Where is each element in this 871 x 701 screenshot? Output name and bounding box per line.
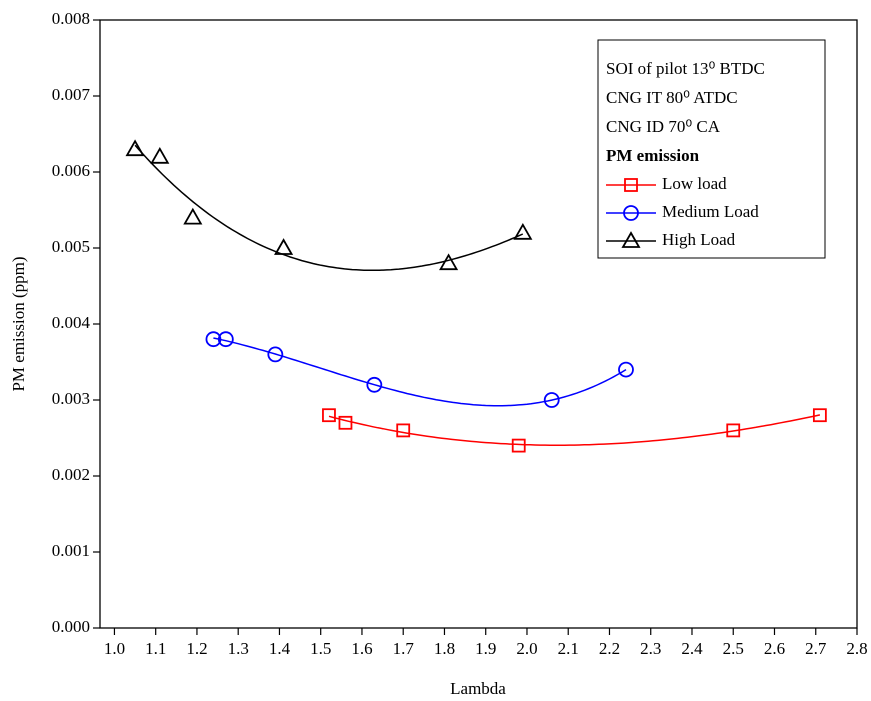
x-tick-label: 1.0 <box>104 639 125 658</box>
x-tick-label: 1.1 <box>145 639 166 658</box>
marker <box>618 361 634 378</box>
x-tick-label: 1.2 <box>186 639 207 658</box>
marker <box>205 331 222 348</box>
annotation: SOI of pilot 13⁰ BTDC <box>606 59 765 78</box>
marker <box>366 376 383 393</box>
x-tick-label: 2.8 <box>846 639 867 658</box>
x-tick-label: 1.7 <box>393 639 415 658</box>
y-tick-label: 0.006 <box>52 161 90 180</box>
legend-label: Low load <box>662 174 727 193</box>
y-tick-label: 0.001 <box>52 541 90 560</box>
x-tick-label: 1.4 <box>269 639 291 658</box>
x-tick-label: 2.7 <box>805 639 827 658</box>
marker <box>267 346 284 363</box>
legend-box <box>597 39 826 259</box>
marker <box>439 253 459 271</box>
fit-curve <box>134 144 524 272</box>
x-tick-label: 1.8 <box>434 639 455 658</box>
y-tick-label: 0.002 <box>52 465 90 484</box>
annotation: PM emission <box>606 146 700 165</box>
marker <box>726 423 741 438</box>
marker <box>543 392 560 408</box>
y-tick-label: 0.004 <box>52 313 91 332</box>
marker <box>322 408 336 423</box>
x-tick-label: 2.3 <box>640 639 661 658</box>
marker <box>150 146 170 164</box>
annotation: CNG ID 70⁰ CA <box>606 117 721 136</box>
legend-marker <box>623 205 639 221</box>
legend-marker <box>624 178 638 192</box>
x-tick-label: 2.4 <box>681 639 703 658</box>
y-tick-label: 0.007 <box>52 85 91 104</box>
annotation: CNG IT 80⁰ ATDC <box>606 88 738 107</box>
x-tick-label: 2.5 <box>723 639 744 658</box>
y-tick-label: 0.003 <box>52 389 90 408</box>
y-axis-label: PM emission (ppm) <box>9 256 28 391</box>
marker <box>396 423 411 438</box>
x-tick-label: 2.6 <box>764 639 785 658</box>
marker <box>338 415 353 430</box>
marker <box>812 408 827 423</box>
legend-label: High Load <box>662 230 736 249</box>
x-tick-label: 1.9 <box>475 639 496 658</box>
x-tick-label: 2.0 <box>516 639 537 658</box>
marker <box>183 207 203 225</box>
y-tick-label: 0.005 <box>52 237 90 256</box>
marker <box>511 438 526 453</box>
x-tick-label: 2.2 <box>599 639 620 658</box>
legend-label: Medium Load <box>662 202 759 221</box>
x-tick-label: 1.6 <box>351 639 372 658</box>
x-tick-label: 1.3 <box>228 639 249 658</box>
fit-curve <box>328 414 821 446</box>
legend-marker <box>621 231 641 248</box>
marker <box>274 238 294 255</box>
marker <box>513 222 533 240</box>
x-axis-label: Lambda <box>450 679 506 698</box>
x-tick-label: 2.1 <box>558 639 579 658</box>
y-tick-label: 0.008 <box>52 9 90 28</box>
marker <box>125 139 145 157</box>
x-tick-label: 1.5 <box>310 639 331 658</box>
y-tick-label: 0.000 <box>52 617 90 636</box>
marker <box>217 331 234 348</box>
plot-frame <box>99 19 858 629</box>
